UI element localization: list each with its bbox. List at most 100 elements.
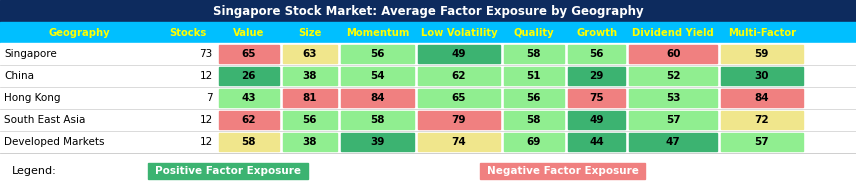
Text: Geography: Geography xyxy=(49,28,110,37)
Bar xyxy=(721,111,803,129)
Bar xyxy=(721,133,803,151)
Text: 38: 38 xyxy=(303,71,317,81)
Bar xyxy=(0,87,856,109)
Text: 58: 58 xyxy=(526,49,541,59)
Text: China: China xyxy=(4,71,34,81)
Text: 7: 7 xyxy=(206,93,212,103)
Bar xyxy=(0,0,856,22)
Text: 44: 44 xyxy=(589,137,604,147)
Bar xyxy=(218,111,279,129)
Text: Momentum: Momentum xyxy=(346,28,409,37)
Bar xyxy=(721,67,803,85)
Bar xyxy=(282,89,337,107)
Bar xyxy=(503,67,564,85)
Text: 54: 54 xyxy=(370,71,385,81)
Bar xyxy=(218,67,279,85)
Text: Hong Kong: Hong Kong xyxy=(4,93,61,103)
Text: 38: 38 xyxy=(303,137,317,147)
Text: Value: Value xyxy=(233,28,265,37)
Text: 52: 52 xyxy=(666,71,681,81)
Bar xyxy=(503,111,564,129)
Bar xyxy=(568,89,626,107)
Text: Legend:: Legend: xyxy=(12,166,56,176)
Text: 39: 39 xyxy=(371,137,384,147)
Text: 26: 26 xyxy=(241,71,256,81)
Bar xyxy=(282,67,337,85)
Text: Positive Factor Exposure: Positive Factor Exposure xyxy=(155,166,301,176)
Text: 59: 59 xyxy=(755,49,769,59)
Text: Multi-Factor: Multi-Factor xyxy=(728,28,796,37)
Text: 49: 49 xyxy=(590,115,603,125)
Text: 65: 65 xyxy=(241,49,256,59)
Bar xyxy=(503,133,564,151)
Bar xyxy=(218,89,279,107)
Text: Low Volatility: Low Volatility xyxy=(420,28,497,37)
Text: 79: 79 xyxy=(452,115,466,125)
Text: 51: 51 xyxy=(526,71,541,81)
Text: 53: 53 xyxy=(666,93,681,103)
Text: 62: 62 xyxy=(241,115,256,125)
Text: 29: 29 xyxy=(590,71,603,81)
Text: Growth: Growth xyxy=(576,28,617,37)
Text: 56: 56 xyxy=(590,49,603,59)
Bar xyxy=(282,45,337,63)
Text: 58: 58 xyxy=(371,115,384,125)
Bar xyxy=(0,131,856,153)
Bar xyxy=(418,111,500,129)
Bar xyxy=(418,89,500,107)
Text: Singapore: Singapore xyxy=(4,49,56,59)
Text: 73: 73 xyxy=(199,49,212,59)
Text: Dividend Yield: Dividend Yield xyxy=(633,28,714,37)
Bar xyxy=(629,133,717,151)
Bar xyxy=(282,133,337,151)
Text: Size: Size xyxy=(298,28,322,37)
Text: 56: 56 xyxy=(303,115,317,125)
Text: 12: 12 xyxy=(199,115,212,125)
Text: 81: 81 xyxy=(303,93,317,103)
Bar xyxy=(0,109,856,131)
Text: 49: 49 xyxy=(452,49,466,59)
Text: 12: 12 xyxy=(199,137,212,147)
Bar xyxy=(629,67,717,85)
Bar xyxy=(568,45,626,63)
Bar xyxy=(341,111,414,129)
Bar xyxy=(418,133,500,151)
Bar xyxy=(0,65,856,87)
Bar xyxy=(418,45,500,63)
Text: 56: 56 xyxy=(526,93,541,103)
Bar xyxy=(0,22,856,43)
Text: 72: 72 xyxy=(754,115,770,125)
Text: 63: 63 xyxy=(303,49,317,59)
Bar xyxy=(503,89,564,107)
Bar xyxy=(503,45,564,63)
Text: 43: 43 xyxy=(241,93,256,103)
Bar xyxy=(341,67,414,85)
Bar xyxy=(282,111,337,129)
Text: 57: 57 xyxy=(666,115,681,125)
Text: 62: 62 xyxy=(452,71,466,81)
Text: Stocks: Stocks xyxy=(169,28,206,37)
Text: 30: 30 xyxy=(755,71,769,81)
Text: 56: 56 xyxy=(371,49,384,59)
Text: 60: 60 xyxy=(666,49,681,59)
Bar xyxy=(629,111,717,129)
Bar xyxy=(218,133,279,151)
Text: 57: 57 xyxy=(754,137,770,147)
Text: 75: 75 xyxy=(589,93,604,103)
Bar xyxy=(480,163,645,179)
Text: 47: 47 xyxy=(666,137,681,147)
Bar xyxy=(721,45,803,63)
Bar xyxy=(568,133,626,151)
Bar xyxy=(341,133,414,151)
Text: 74: 74 xyxy=(451,137,467,147)
Bar xyxy=(629,45,717,63)
Text: Negative Factor Exposure: Negative Factor Exposure xyxy=(486,166,639,176)
Bar xyxy=(148,163,308,179)
Text: 69: 69 xyxy=(526,137,541,147)
Text: Developed Markets: Developed Markets xyxy=(4,137,104,147)
Bar xyxy=(218,45,279,63)
Text: 84: 84 xyxy=(370,93,385,103)
Text: Quality: Quality xyxy=(514,28,554,37)
Text: 65: 65 xyxy=(452,93,466,103)
Text: South East Asia: South East Asia xyxy=(4,115,86,125)
